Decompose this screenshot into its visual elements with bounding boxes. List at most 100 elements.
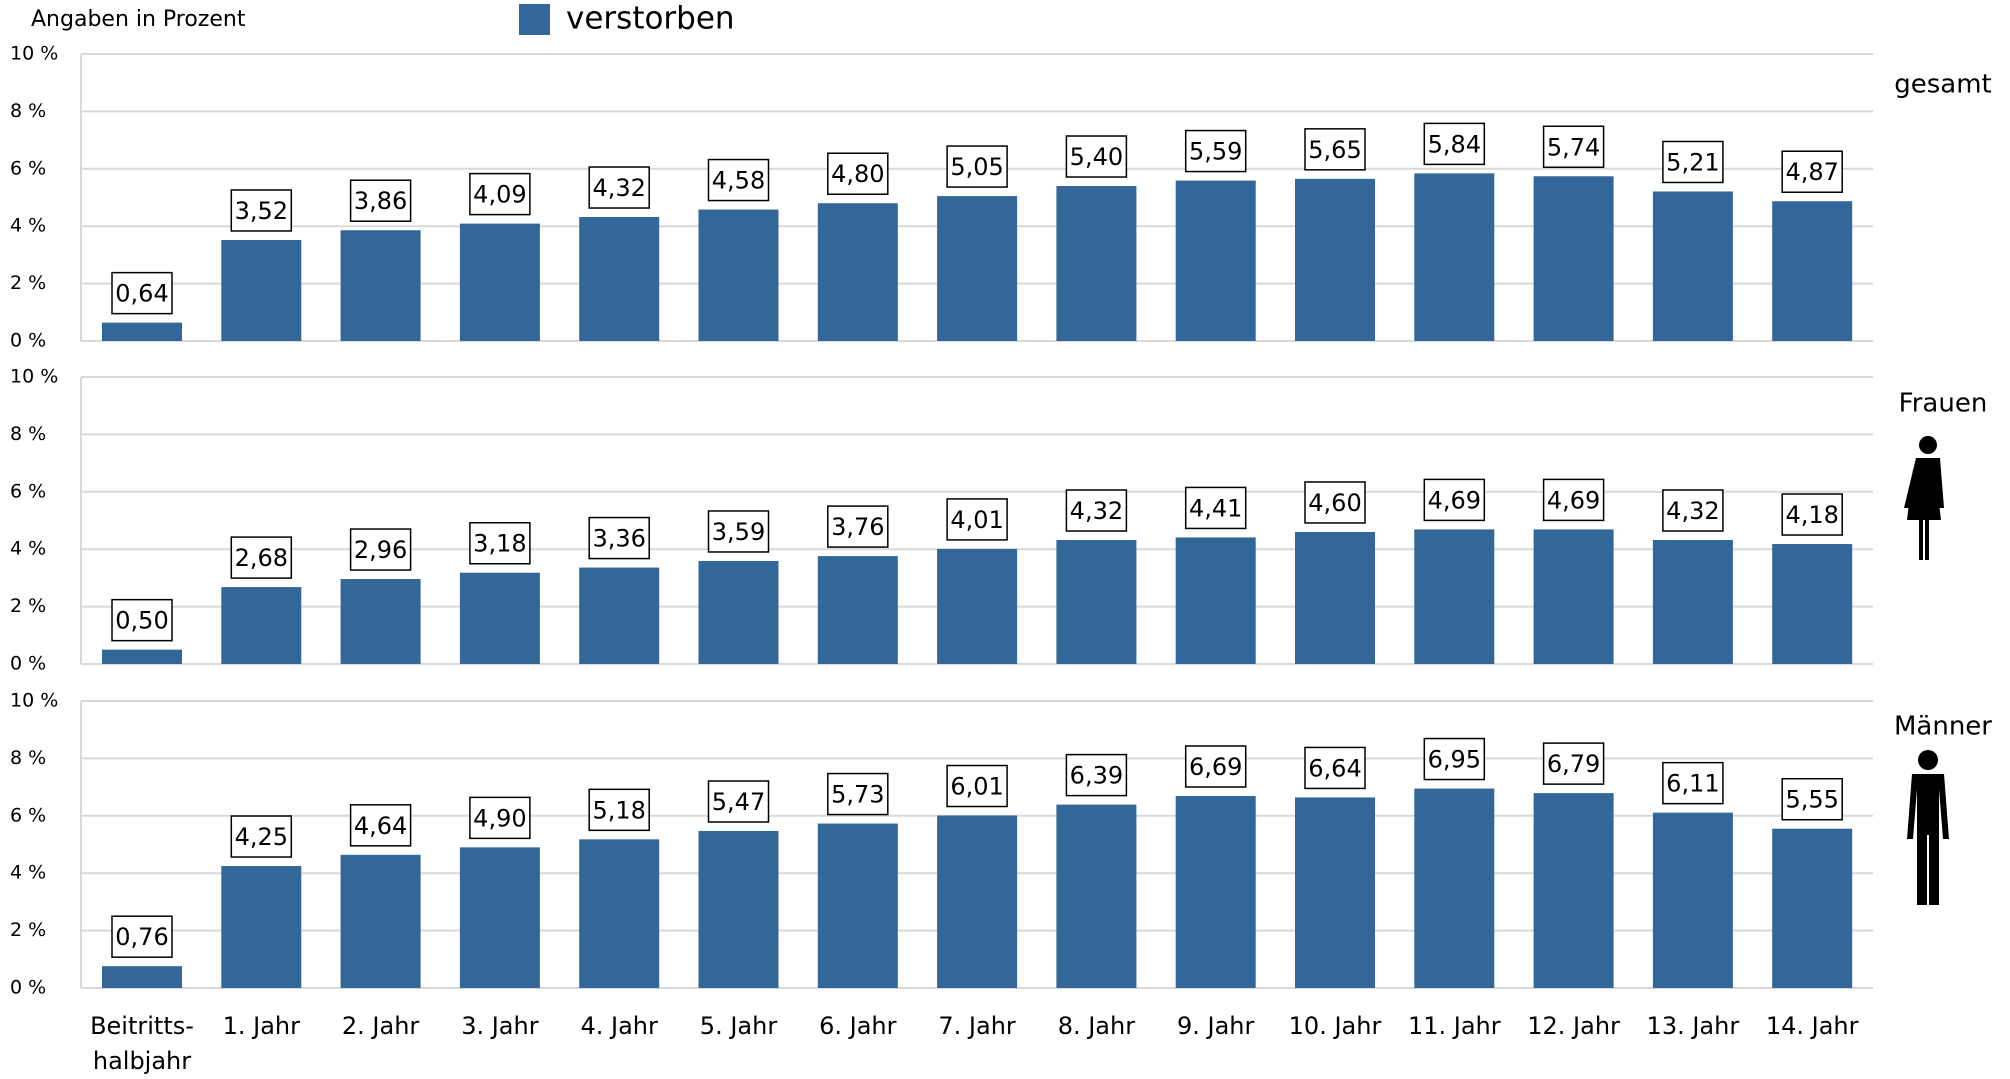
y-tick-label: 2 % <box>10 595 46 617</box>
label-box <box>111 915 173 958</box>
value-label: 5,65 <box>1308 136 1361 164</box>
value-label: 4,69 <box>1428 486 1481 514</box>
note: Angaben in Prozent <box>31 7 246 32</box>
bar <box>698 209 779 341</box>
label-box <box>707 158 770 202</box>
bar <box>1295 797 1375 988</box>
bar <box>459 223 540 341</box>
bar <box>221 866 302 988</box>
x-tick-label: 13. Jahr <box>1646 1012 1740 1040</box>
y-tick-label: 4 % <box>10 862 46 884</box>
y-tick-label: 0 % <box>10 330 46 352</box>
label-box <box>588 516 650 560</box>
label-box <box>1184 129 1247 173</box>
label-box <box>707 780 770 823</box>
label-box <box>111 598 173 642</box>
value-label: 3,52 <box>235 197 288 225</box>
y-tick-label: 8 % <box>10 100 46 122</box>
bar <box>817 556 898 664</box>
y-tick-label: 0 % <box>10 653 46 675</box>
x-tick-label: 5. Jahr <box>699 1012 778 1040</box>
x-tick-label: 12. Jahr <box>1527 1012 1620 1040</box>
x-tick-label: 3. Jahr <box>461 1012 539 1040</box>
value-label: 5,05 <box>950 153 1003 181</box>
bar <box>1175 795 1256 988</box>
bar <box>1056 804 1137 988</box>
label-box <box>1781 777 1843 821</box>
bar <box>579 839 660 988</box>
value-label: 4,25 <box>235 823 288 851</box>
value-label: 6,64 <box>1308 754 1361 782</box>
label-box <box>1065 753 1128 797</box>
value-label: 5,73 <box>831 781 884 809</box>
label-box <box>1184 486 1247 530</box>
bar <box>1175 180 1256 341</box>
value-label: 4,90 <box>473 804 526 832</box>
y-tick-label: 10 % <box>10 43 58 65</box>
value-label: 5,21 <box>1666 148 1719 176</box>
y-tick-label: 10 % <box>10 690 58 712</box>
bar <box>1533 176 1614 341</box>
value-label: 5,59 <box>1189 138 1242 166</box>
bar <box>1295 178 1375 341</box>
x-tick-label: 4. Jahr <box>580 1012 658 1040</box>
bar <box>1414 529 1495 664</box>
x-tick-label: 7. Jahr <box>938 1012 1016 1040</box>
value-label: 6,79 <box>1547 750 1600 778</box>
label-box <box>1542 742 1605 785</box>
label-box <box>349 804 412 847</box>
value-label: 5,84 <box>1428 130 1481 158</box>
label-box <box>230 189 293 232</box>
x-tick-label: 14. Jahr <box>1765 1012 1859 1040</box>
value-label: 6,69 <box>1189 753 1242 781</box>
y-tick-label: 4 % <box>10 538 46 560</box>
bar <box>1652 812 1733 988</box>
bar <box>698 560 779 664</box>
y-tick-label: 2 % <box>10 919 46 941</box>
woman-icon <box>1904 436 1944 560</box>
label-box <box>946 145 1008 188</box>
bar <box>459 847 540 988</box>
x-tick-label: 9. Jahr <box>1176 1012 1255 1040</box>
value-label: 3,86 <box>354 187 407 215</box>
y-tick-label: 2 % <box>10 272 46 294</box>
bar <box>1414 788 1495 988</box>
label-box <box>469 172 531 216</box>
bar <box>1056 186 1137 341</box>
label-box <box>1304 746 1366 790</box>
bar <box>937 196 1018 341</box>
value-label: 6,11 <box>1666 770 1719 798</box>
bar <box>340 854 421 988</box>
value-label: 3,36 <box>592 525 645 553</box>
label-box <box>1065 135 1128 178</box>
x-tick-label: 6. Jahr <box>819 1012 897 1040</box>
label-box <box>1423 478 1486 522</box>
label-box <box>827 505 889 548</box>
value-label: 4,01 <box>950 506 1003 534</box>
bar <box>698 831 779 988</box>
label-box <box>1781 493 1843 536</box>
bar <box>102 649 182 664</box>
label-box <box>1662 761 1724 805</box>
y-tick-label: 6 % <box>10 157 46 179</box>
label-box <box>588 166 650 209</box>
label-box <box>1662 489 1724 532</box>
label-box <box>827 772 889 816</box>
value-label: 4,41 <box>1189 494 1242 522</box>
label-box <box>230 815 293 858</box>
y-tick-label: 8 % <box>10 423 46 445</box>
label-box <box>1065 489 1128 532</box>
label-box <box>1423 122 1486 166</box>
value-label: 3,59 <box>712 518 765 546</box>
bar <box>102 322 182 341</box>
legend-swatch <box>519 4 550 35</box>
label-box <box>588 788 650 832</box>
label-box <box>1662 140 1724 184</box>
value-label: 4,32 <box>592 174 645 202</box>
value-label: 3,76 <box>831 513 884 541</box>
label-box <box>1423 737 1486 781</box>
bar <box>937 548 1018 664</box>
y-tick-label: 10 % <box>10 366 58 388</box>
